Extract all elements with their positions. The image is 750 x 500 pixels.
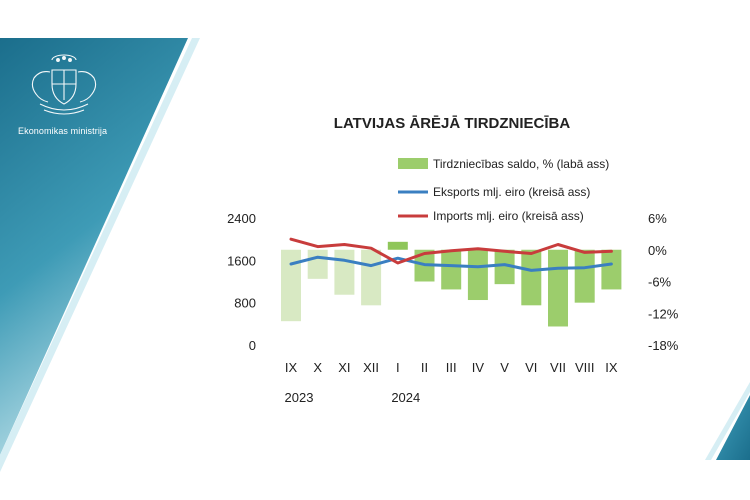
right-tick-label: -12% xyxy=(648,306,679,321)
ministry-name: Ekonomikas ministrija xyxy=(18,126,108,136)
category-label: I xyxy=(396,360,400,375)
legend-item-imports: Imports mlj. eiro (kreisā ass) xyxy=(398,209,584,223)
legend-swatch-balance xyxy=(398,158,428,169)
left-axis: 0 800 1600 2400 xyxy=(227,211,256,353)
left-tick-label: 2400 xyxy=(227,211,256,226)
balance-bar xyxy=(281,249,301,322)
chart-title: LATVIJAS ĀRĒJĀ TIRDZNIECĪBA xyxy=(334,115,571,132)
left-tick-label: 0 xyxy=(249,338,256,353)
category-label: VIII xyxy=(575,360,595,375)
right-tick-label: -6% xyxy=(648,275,672,290)
balance-bar xyxy=(441,249,462,290)
category-label: X xyxy=(313,360,322,375)
year-labels: 2023 2024 xyxy=(285,390,421,405)
category-label: IX xyxy=(605,360,618,375)
balance-bar xyxy=(387,241,408,250)
category-label: VI xyxy=(525,360,537,375)
balance-bar xyxy=(307,249,328,279)
left-tick-label: 1600 xyxy=(227,253,256,268)
trade-lines xyxy=(289,237,613,272)
banner-stripe xyxy=(0,38,200,472)
balance-bar xyxy=(548,249,568,327)
legend-item-exports: Eksports mlj. eiro (kreisā ass) xyxy=(398,185,590,199)
category-label: XII xyxy=(363,360,379,375)
balance-bar xyxy=(334,249,355,295)
category-label: II xyxy=(421,360,428,375)
balance-bar xyxy=(467,249,488,301)
balance-bar xyxy=(521,249,542,306)
latvia-coat-of-arms-icon xyxy=(31,54,97,115)
balance-bar xyxy=(574,249,595,303)
banner-shape xyxy=(0,38,188,455)
category-label: IV xyxy=(472,360,485,375)
category-label: III xyxy=(446,360,457,375)
legend-label-imports: Imports mlj. eiro (kreisā ass) xyxy=(433,209,584,223)
category-label: XI xyxy=(338,360,350,375)
balance-bars xyxy=(281,241,622,327)
legend-label-exports: Eksports mlj. eiro (kreisā ass) xyxy=(433,185,590,199)
legend-label-balance: Tirdzniecības saldo, % (labā ass) xyxy=(433,157,609,171)
imports-line xyxy=(289,237,613,265)
year-label: 2024 xyxy=(391,390,420,405)
category-label: V xyxy=(500,360,509,375)
category-label: VII xyxy=(550,360,566,375)
left-tick-label: 800 xyxy=(234,296,256,311)
right-tick-label: 6% xyxy=(648,211,667,226)
corner-stripe xyxy=(705,382,750,460)
legend-item-balance: Tirdzniecības saldo, % (labā ass) xyxy=(398,157,609,171)
right-axis: 6% 0% -6% -12% -18% xyxy=(648,211,679,353)
balance-bar xyxy=(601,249,622,290)
corner-shape xyxy=(716,395,750,460)
right-tick-label: -18% xyxy=(648,338,679,353)
category-label: IX xyxy=(285,360,298,375)
category-axis: IX X XI XII I II III IV V VI VII VIII IX xyxy=(285,360,618,375)
legend: Tirdzniecības saldo, % (labā ass) Ekspor… xyxy=(398,157,609,223)
year-label: 2023 xyxy=(285,390,314,405)
balance-bar xyxy=(361,249,382,306)
exports-line xyxy=(289,255,613,272)
balance-bar xyxy=(494,249,515,285)
right-tick-label: 0% xyxy=(648,243,667,258)
